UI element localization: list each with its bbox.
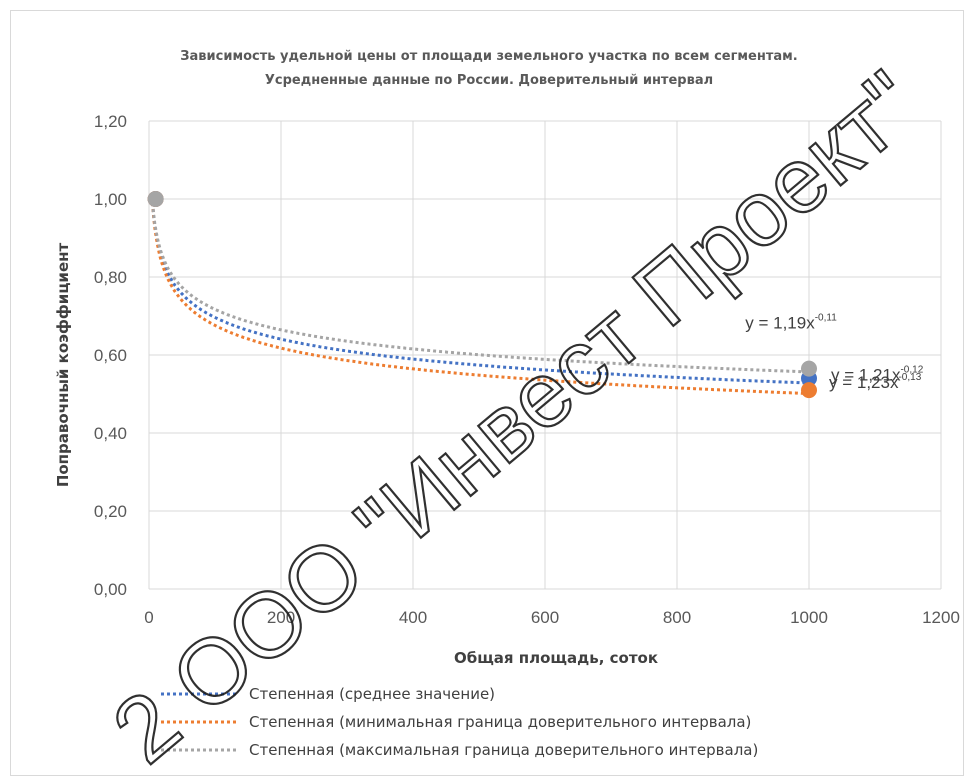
legend-label-0: Степенная (среднее значение) [249,685,495,703]
equation-2: y = 1,19x-0,11 [745,313,837,333]
y-tick-label: 0,20 [94,502,127,521]
data-point-2 [147,191,164,207]
x-tick-label: 1200 [922,608,960,627]
y-axis-title: Поправочный коэффициент [54,243,72,488]
y-tick-label: 1,00 [94,190,127,209]
chart-title-line-2: Усредненные данные по России. Доверитель… [265,73,713,88]
data-point-1 [801,382,817,399]
y-tick-label: 0,00 [94,580,127,599]
legend-label-2: Степенная (максимальная граница доверите… [249,741,758,759]
x-axis-title: Общая площадь, соток [454,649,658,667]
data-point-2 [801,360,817,377]
chart-frame: Зависимость удельной цены от площади зем… [10,10,964,777]
x-tick-label: 200 [267,608,295,627]
y-tick-label: 0,80 [94,268,127,287]
legend: Степенная (среднее значение) Степенная (м… [161,685,758,759]
equation-1: y = 1,23x-0,13 [829,372,922,392]
trend-curves [149,197,809,396]
y-tick-label: 1,20 [94,112,127,131]
y-tick-label: 0,60 [94,346,127,365]
chart-title-line-1: Зависимость удельной цены от площади зем… [180,49,797,64]
x-tick-label: 600 [531,608,559,627]
y-tick-labels: 0,00 0,20 0,40 0,60 0,80 1,00 1,20 [94,112,127,599]
equation-0: y = 1,21x-0,12 [831,364,924,384]
plot-grid [148,120,942,590]
chart-svg: Зависимость удельной цены от площади зем… [54,49,960,777]
legend-label-1: Степенная (минимальная граница доверител… [249,713,751,731]
x-tick-labels: 0 200 400 600 800 1000 1200 [144,608,960,627]
x-tick-label: 0 [144,608,153,627]
data-points [147,191,817,399]
watermark: 2 ООО "Инвест Проект" [95,52,938,777]
trend-line-2 [149,197,809,374]
y-tick-label: 0,40 [94,424,127,443]
x-tick-label: 1000 [790,608,828,627]
x-tick-label: 400 [399,608,427,627]
x-tick-label: 800 [663,608,691,627]
trend-line-1 [149,197,809,396]
trend-equations: y = 1,21x-0,12y = 1,23x-0,13 y = 1,19x-0,… [745,313,923,392]
